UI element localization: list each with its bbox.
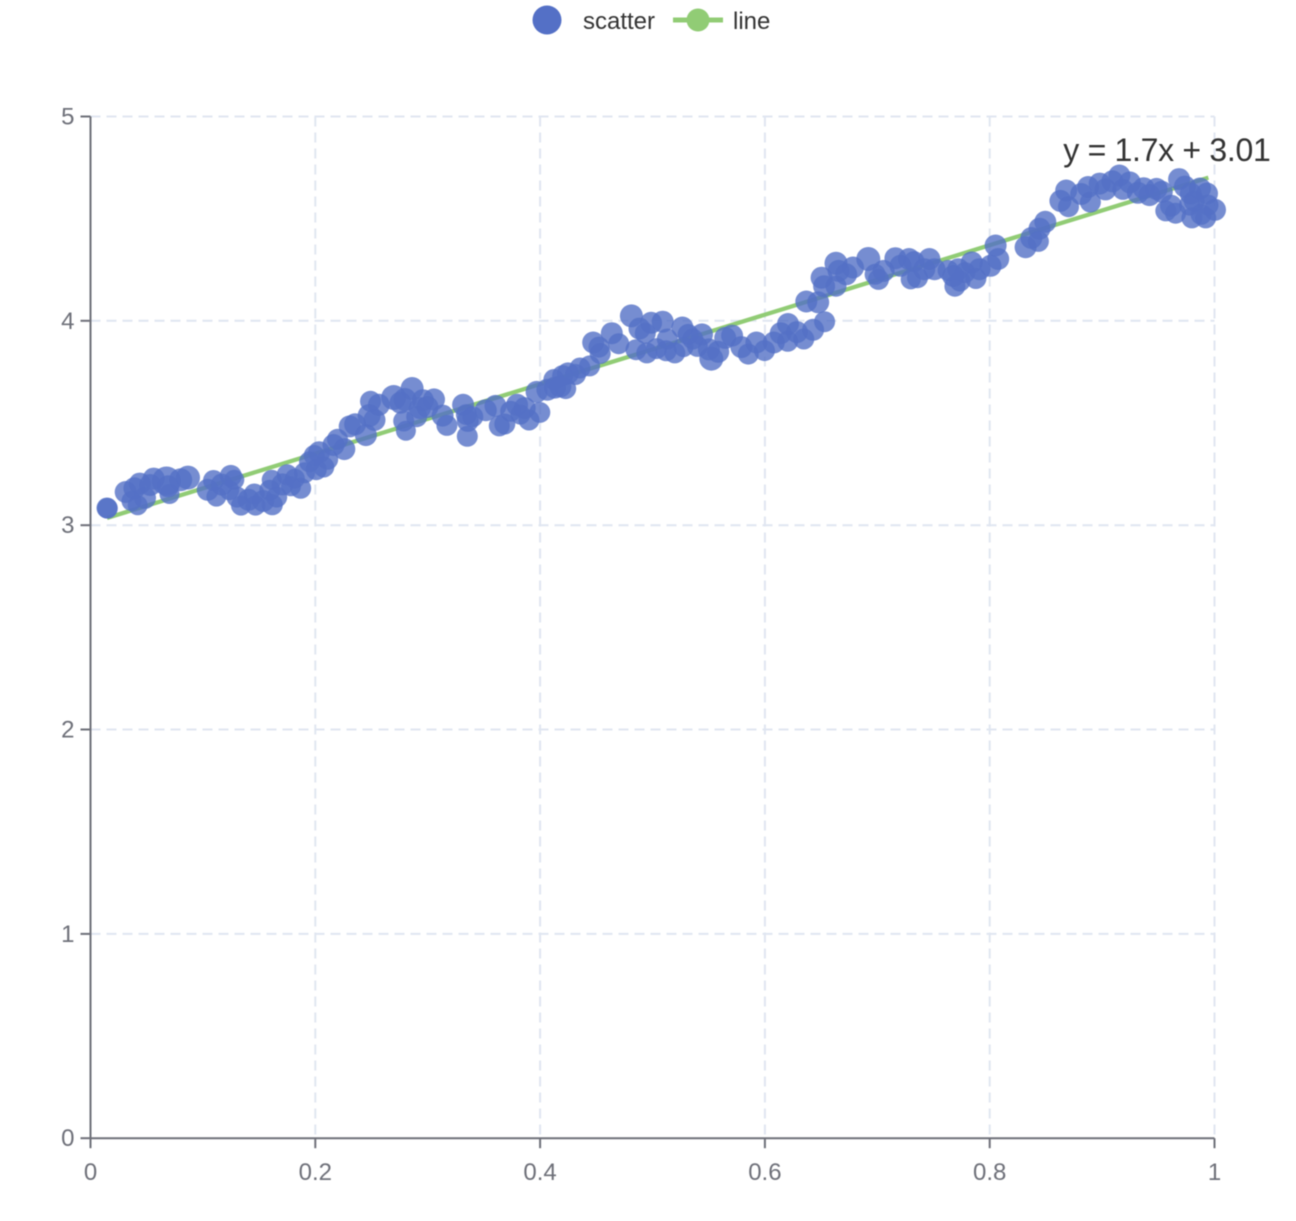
svg-text:3: 3: [61, 512, 74, 539]
svg-text:1: 1: [61, 921, 74, 948]
svg-text:2: 2: [61, 717, 74, 744]
svg-text:0.8: 0.8: [973, 1159, 1006, 1186]
svg-text:5: 5: [61, 104, 74, 131]
svg-text:0.4: 0.4: [523, 1159, 556, 1186]
svg-text:0.6: 0.6: [748, 1159, 781, 1186]
svg-text:scatter: scatter: [583, 8, 655, 35]
svg-text:line: line: [733, 8, 770, 35]
svg-text:0: 0: [61, 1125, 74, 1152]
svg-text:4: 4: [61, 308, 74, 335]
svg-text:0.2: 0.2: [299, 1159, 332, 1186]
svg-text:y = 1.7x + 3.01: y = 1.7x + 3.01: [1063, 132, 1270, 168]
svg-text:0: 0: [84, 1159, 97, 1186]
svg-text:1: 1: [1208, 1159, 1221, 1186]
